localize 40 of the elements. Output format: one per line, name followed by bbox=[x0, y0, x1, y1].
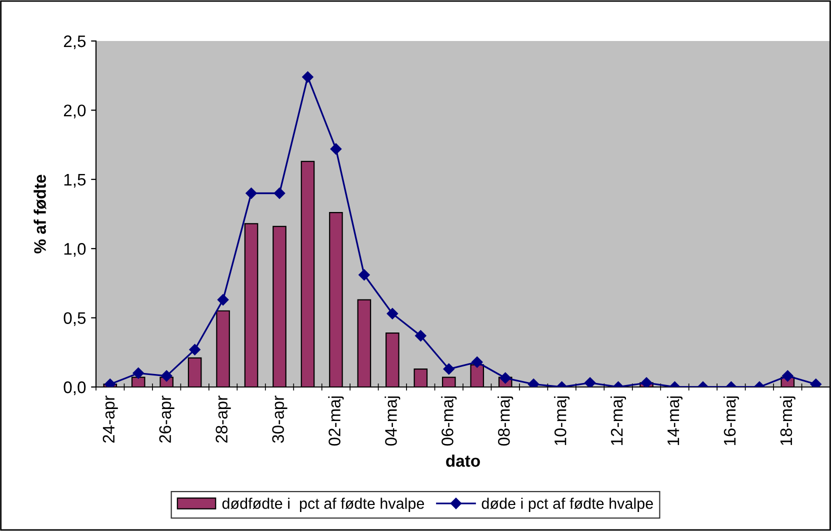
x-tick-label: 02-maj bbox=[328, 396, 344, 446]
point bbox=[584, 377, 596, 387]
x-tick-label: 24-apr bbox=[102, 396, 118, 443]
x-tick-label: 26-apr bbox=[159, 396, 174, 443]
point bbox=[189, 344, 200, 356]
y-tick-label: 0,0 bbox=[64, 381, 86, 396]
x-tick-label: 06-maj bbox=[441, 396, 457, 446]
y-tick-label: 1,0 bbox=[64, 243, 86, 257]
x-tick-label: 14-maj bbox=[666, 396, 682, 446]
y-tick-label: 2,5 bbox=[64, 35, 86, 50]
x-tick-label: 08-maj bbox=[498, 396, 514, 446]
x-tick-label: 10-maj bbox=[554, 396, 570, 446]
x-tick-label: 30-apr bbox=[272, 396, 288, 443]
y-tick-label: 0,5 bbox=[64, 312, 86, 326]
y-tick-label: 1,5 bbox=[64, 174, 86, 188]
point bbox=[217, 294, 229, 306]
point bbox=[500, 372, 511, 384]
x-tick-label: 04-maj bbox=[384, 396, 400, 446]
point bbox=[443, 363, 454, 375]
y-axis-title: % af fødte bbox=[34, 174, 46, 254]
point bbox=[640, 377, 652, 387]
y-tick-label: 2,0 bbox=[64, 104, 86, 118]
point bbox=[246, 188, 257, 199]
point bbox=[472, 356, 483, 368]
x-axis-title: dato bbox=[446, 454, 480, 467]
point bbox=[415, 330, 426, 342]
point bbox=[132, 368, 144, 379]
legend-label: døde i pct af fødte hvalpe bbox=[482, 498, 653, 512]
point bbox=[782, 370, 794, 382]
point bbox=[358, 269, 370, 280]
point bbox=[160, 370, 172, 382]
x-tick-label: 18-maj bbox=[780, 396, 796, 446]
legend-label: dødfødte i pct af fødte hvalpe bbox=[222, 498, 424, 512]
point bbox=[386, 308, 398, 320]
point bbox=[274, 188, 286, 199]
point bbox=[330, 143, 342, 155]
x-tick-label: 28-apr bbox=[216, 396, 231, 443]
x-tick-label: 16-maj bbox=[723, 396, 739, 446]
x-tick-label: 12-maj bbox=[610, 396, 626, 446]
point bbox=[302, 71, 314, 83]
